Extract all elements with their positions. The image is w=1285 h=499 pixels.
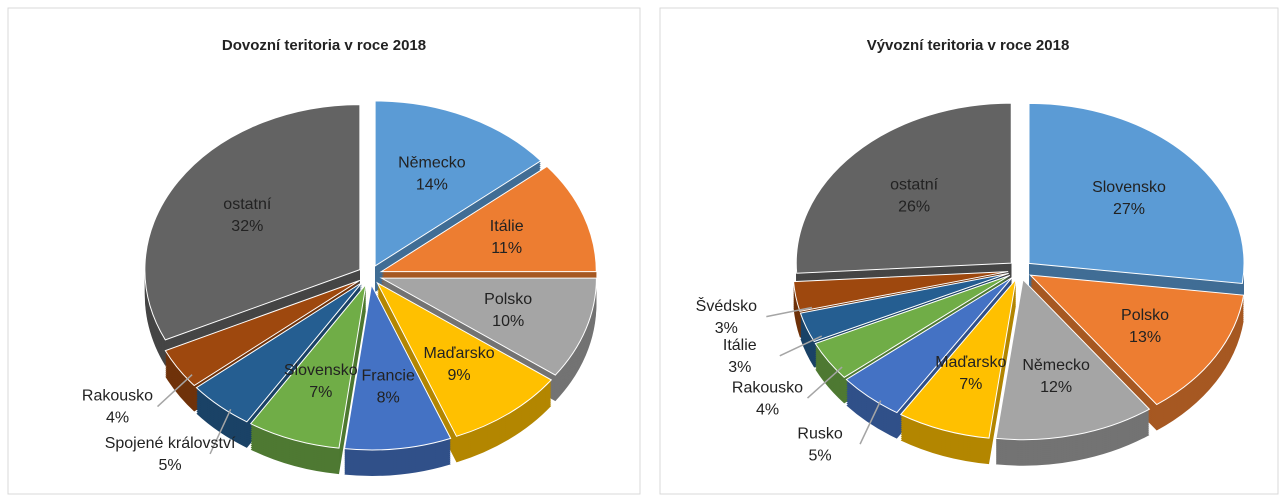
slice-value-label: 5% — [809, 447, 832, 464]
slice-label: Slovensko — [284, 362, 358, 379]
pie-slice — [249, 282, 367, 449]
slice-value-label: 7% — [309, 384, 332, 401]
pie-slice — [899, 277, 1017, 439]
leader-line — [807, 366, 843, 399]
chart-title: Vývozní teritoria v roce 2018 — [867, 37, 1070, 54]
slice-label: Maďarsko — [935, 354, 1006, 371]
slice-label: Maďarsko — [423, 345, 494, 362]
slice-label: Slovensko — [1092, 179, 1166, 196]
slice-label: Spojené království — [105, 435, 236, 452]
slice-value-label: 10% — [492, 313, 524, 330]
pie-slice — [795, 102, 1012, 274]
pie-slice — [1028, 102, 1245, 284]
slice-value-label: 13% — [1129, 329, 1161, 346]
slice-label: Německo — [1022, 357, 1090, 374]
leader-line — [766, 306, 813, 318]
slice-label: Francie — [362, 368, 415, 385]
pie-slice — [195, 282, 363, 423]
slice-label: Rakousko — [732, 379, 803, 396]
pie-slice — [793, 271, 1009, 312]
slice-label: ostatní — [223, 196, 272, 213]
chart-title: Dovozní teritoria v roce 2018 — [222, 37, 426, 54]
pie-slice — [144, 104, 361, 341]
slice-value-label: 7% — [959, 376, 982, 393]
pie-slice — [374, 100, 542, 267]
slice-value-label: 4% — [756, 401, 779, 418]
slice-label: Rusko — [797, 425, 842, 442]
slice-label: Rakousko — [82, 388, 153, 405]
slice-label: Itálie — [723, 337, 757, 354]
slice-value-label: 8% — [377, 390, 400, 407]
pie-slice — [845, 277, 1013, 414]
slice-value-label: 3% — [728, 359, 751, 376]
leader-line — [209, 408, 232, 455]
slice-value-label: 14% — [416, 177, 448, 194]
pie-slice — [995, 278, 1151, 441]
slice-label: ostatní — [890, 176, 939, 193]
pie-slice — [376, 281, 553, 437]
slice-value-label: 12% — [1040, 379, 1072, 396]
slice-label: Švédsko — [696, 296, 757, 315]
slice-value-label: 11% — [491, 240, 522, 257]
leader-line — [157, 374, 193, 408]
pie-slice — [379, 277, 597, 376]
slice-value-label: 32% — [231, 218, 263, 235]
pie-slice — [379, 165, 597, 273]
slice-value-label: 9% — [447, 367, 470, 384]
slice-label: Polsko — [484, 291, 532, 308]
slice-label: Německo — [398, 155, 466, 172]
pie-slice — [1029, 274, 1245, 406]
pie-slice — [814, 274, 1011, 378]
leader-line — [779, 335, 823, 357]
slice-label: Polsko — [1121, 307, 1169, 324]
slice-value-label: 27% — [1113, 201, 1145, 218]
slice-value-label: 4% — [106, 410, 129, 427]
slice-value-label: 5% — [159, 457, 182, 474]
pie-slice — [343, 283, 452, 451]
slice-value-label: 3% — [715, 320, 738, 337]
pie-slice — [164, 279, 361, 387]
leader-line — [859, 400, 882, 445]
slice-label: Itálie — [490, 218, 524, 235]
slice-value-label: 26% — [898, 198, 930, 215]
pie-slice — [799, 272, 1009, 343]
